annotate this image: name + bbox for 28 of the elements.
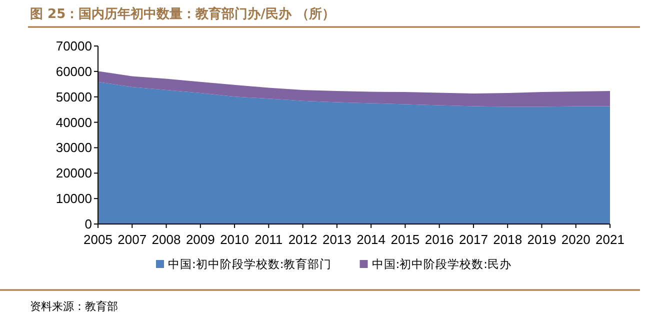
x-tick-label: 2007 [118,232,147,247]
x-tick-label: 2016 [424,232,454,247]
x-tick-label: 2013 [322,232,352,247]
x-tick-label: 2020 [561,232,590,247]
y-tick-label: 60000 [56,64,92,79]
y-tick-label: 0 [84,216,92,232]
y-tick-label: 30000 [56,140,92,156]
y-tick-label: 50000 [56,89,92,104]
x-tick-label: 2019 [527,232,556,247]
y-tick-label: 20000 [56,166,92,181]
y-tick-label: 70000 [56,38,92,54]
x-tick-label: 2005 [84,232,112,247]
x-tick-label: 2010 [220,232,249,247]
x-tick-label: 2014 [356,232,386,247]
x-tick-label: 2008 [152,232,181,247]
x-tick-label: 2021 [596,232,624,247]
x-tick-label: 2009 [186,232,215,247]
x-tick-label: 2017 [459,232,488,247]
text: 资料来源：教育部 [30,300,118,313]
y-tick-label: 40000 [56,114,92,130]
x-tick-label: 2018 [493,232,522,247]
x-tick-label: 2011 [254,232,283,247]
x-tick-label: 2015 [390,232,420,247]
legend-label: 中国:初中阶段学校数:民办 [372,257,512,271]
chart-title: 图 25：国内历年初中数量：教育部门办/民办 （所） [30,6,335,22]
legend-label: 中国:初中阶段学校数:教育部门 [168,257,332,271]
y-tick-label: 10000 [56,191,92,206]
x-tick-label: 2012 [288,232,318,247]
